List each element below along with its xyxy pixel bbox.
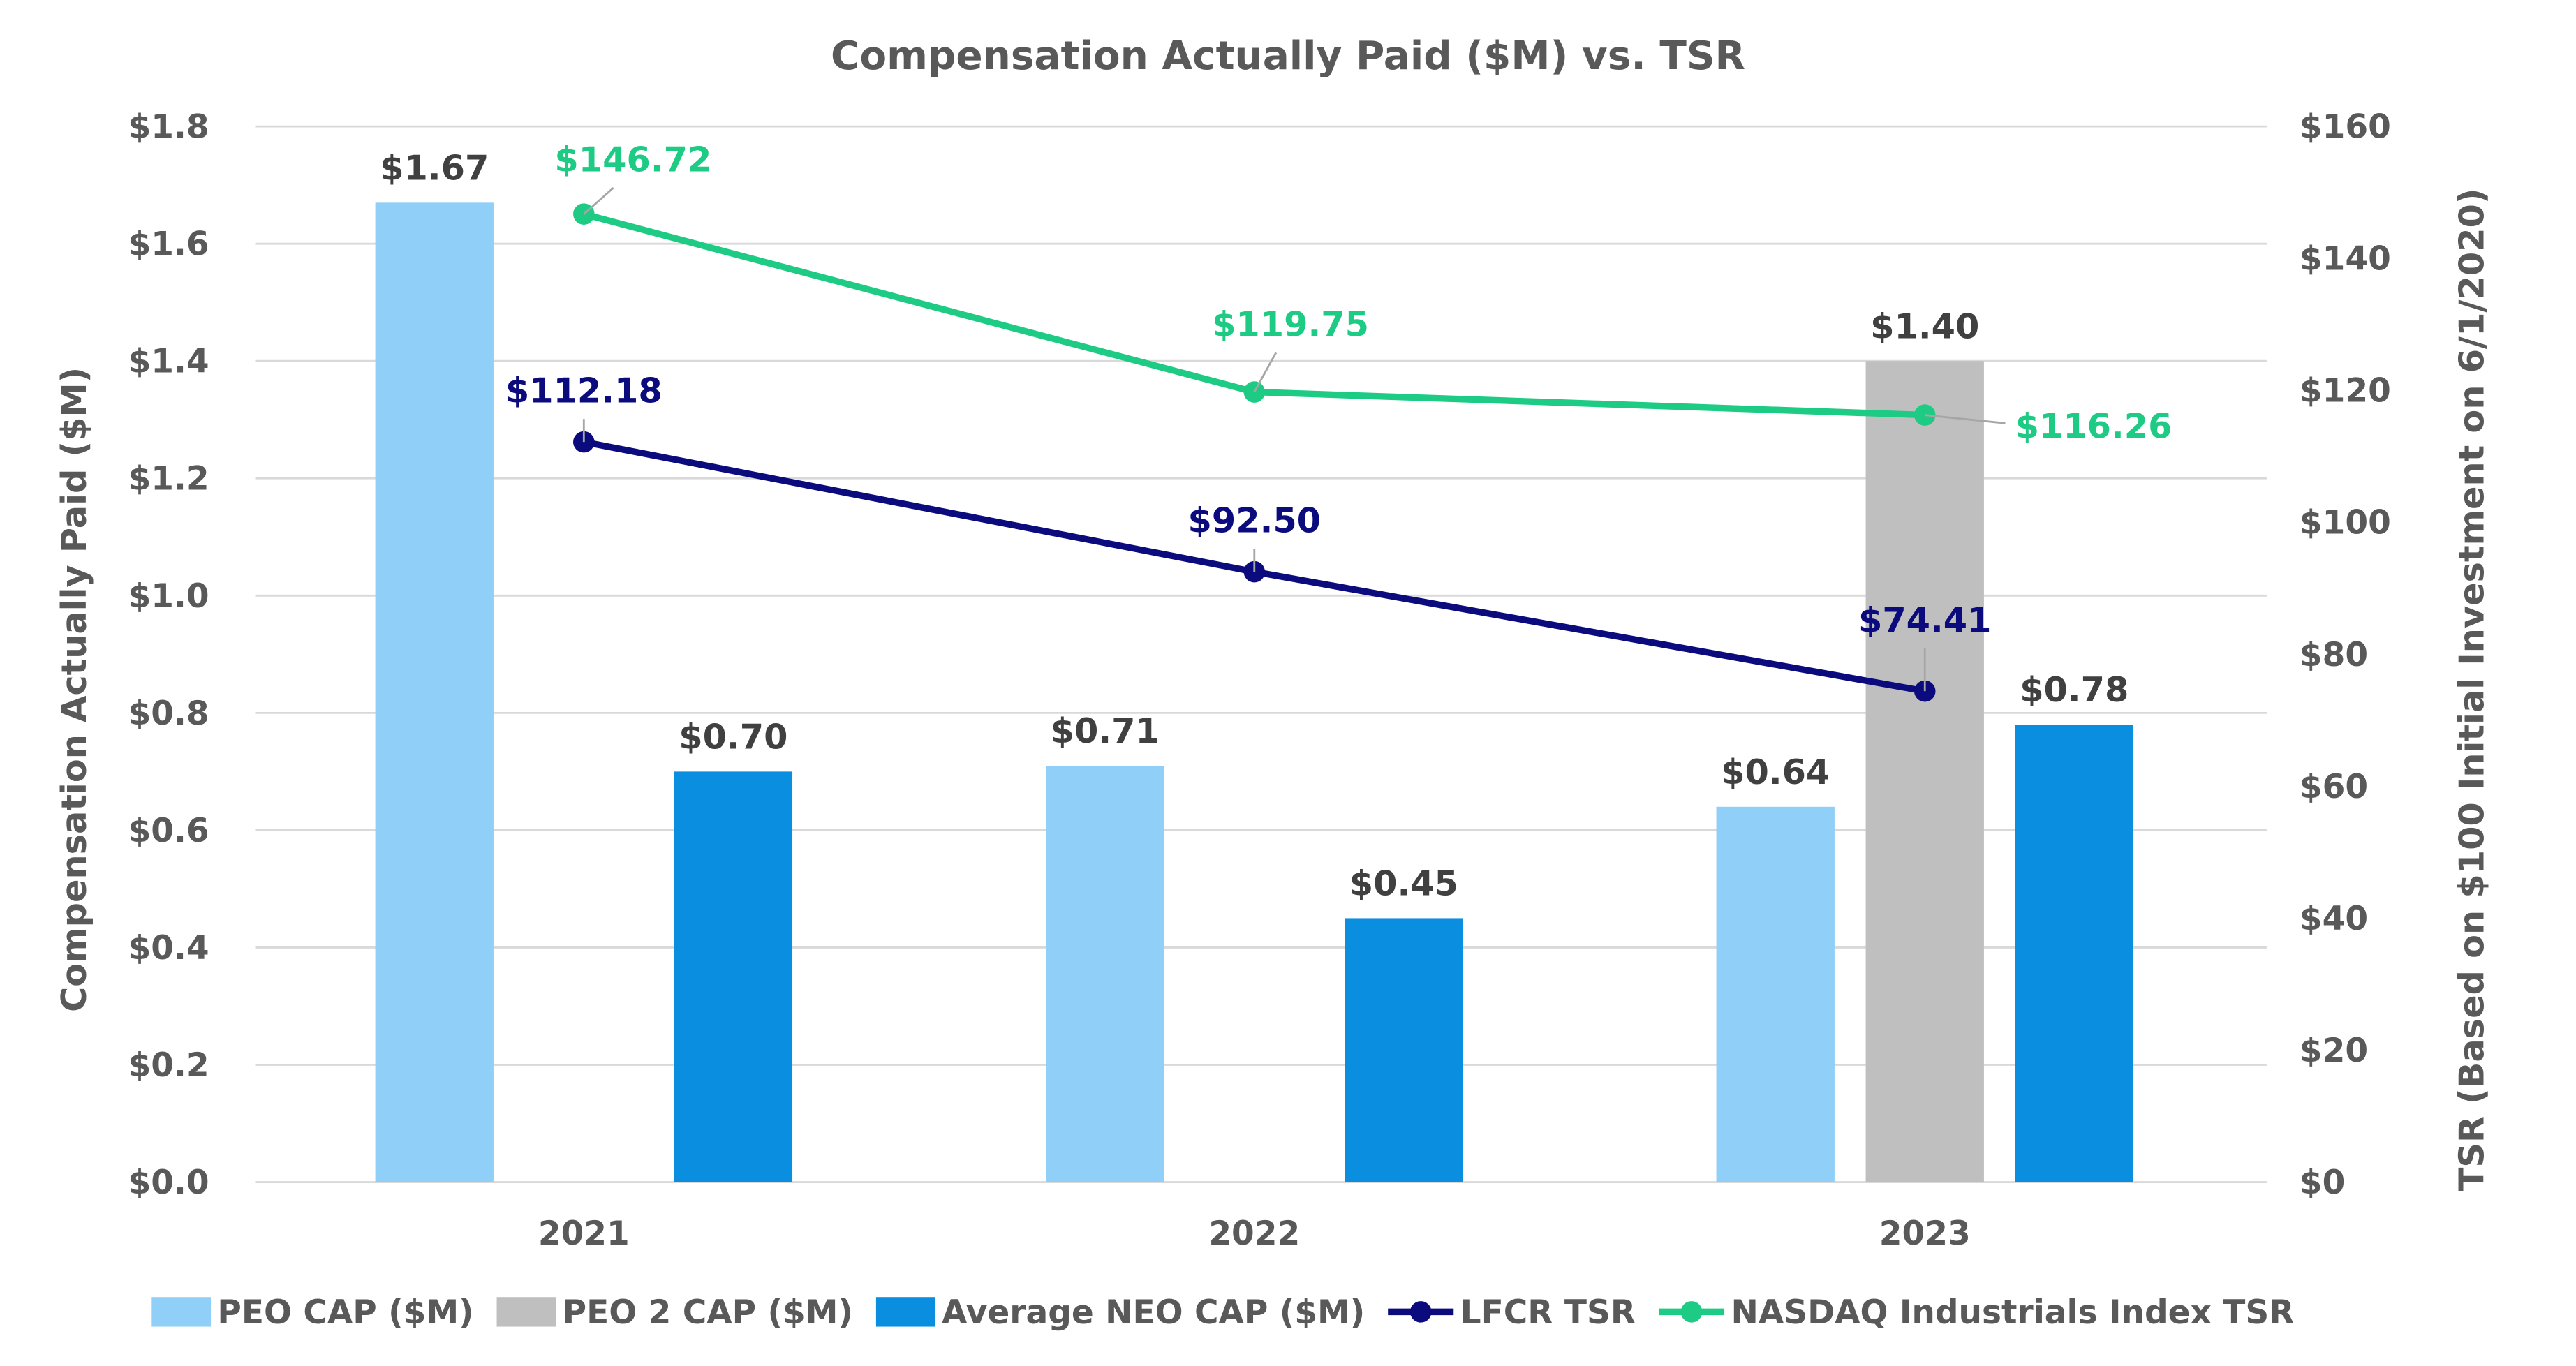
gridlines — [255, 125, 2267, 1183]
leader-line — [1253, 352, 1278, 393]
y-tick-label: $0.2 — [128, 1046, 209, 1085]
y2-tick-label: $60 — [2300, 768, 2368, 806]
y-tick-label: $0.8 — [128, 695, 209, 733]
bar-average-neo-cap-m- — [2015, 725, 2133, 1182]
legend-marker — [1409, 1301, 1432, 1323]
y2-axis-label: TSR (Based on $100 Initial Investment on… — [2451, 188, 2492, 1191]
legend-marker — [1680, 1301, 1703, 1323]
y2-tick-label: $120 — [2300, 372, 2391, 410]
line-data-label: $92.50 — [1188, 500, 1322, 541]
lines: $112.18 $92.50 $74.41 $146.72 $119.75 $116.26 — [505, 139, 2172, 702]
bars: $1.67 $0.71 $0.64 $1.40 $0.70 $0.45 $0.78 — [375, 147, 2133, 1182]
y-axis-ticks: $0.0 $0.2 $0.4 $0.6 $0.8 $1.0 $1.2 $1.4 $1.6 $1.8 — [128, 108, 209, 1202]
x-tick-label: 2023 — [1879, 1215, 1971, 1253]
line-data-label: $119.75 — [1212, 304, 1369, 345]
legend: PEO CAP ($M) PEO 2 CAP ($M) Average NEO CA… — [151, 1293, 2294, 1332]
y-axis-label: Compensation Actually Paid ($M) — [54, 367, 94, 1012]
bar-average-neo-cap-m- — [1345, 918, 1463, 1182]
bar-data-label: $0.78 — [2020, 669, 2129, 710]
bar-data-label: $0.64 — [1721, 752, 1830, 792]
bar-data-label: $1.40 — [1870, 306, 1979, 346]
bar-average-neo-cap-m- — [674, 771, 793, 1182]
bar-peo-cap-m- — [1716, 806, 1835, 1182]
x-tick-label: 2022 — [1208, 1215, 1300, 1253]
bar-peo-2-cap-m- — [1865, 361, 1984, 1182]
leader-line — [1925, 414, 2006, 424]
line-marker — [1914, 404, 1936, 426]
y-tick-label: $0.4 — [128, 929, 209, 967]
y-tick-label: $1.8 — [128, 108, 209, 147]
y2-tick-label: $40 — [2300, 900, 2368, 938]
x-axis-ticks: 2021 2022 2023 — [538, 1215, 1971, 1253]
legend-swatch — [875, 1297, 935, 1327]
bar-data-label: $0.70 — [679, 716, 787, 757]
y-tick-label: $1.6 — [128, 225, 209, 264]
x-tick-label: 2021 — [538, 1215, 630, 1253]
legend-swatch — [151, 1297, 211, 1327]
y-tick-label: $1.4 — [128, 343, 209, 381]
y-tick-label: $1.2 — [128, 460, 209, 498]
y2-tick-label: $100 — [2300, 504, 2391, 542]
chart-title: Compensation Actually Paid ($M) vs. TSR — [831, 34, 1745, 79]
legend-label: NASDAQ Industrials Index TSR — [1731, 1293, 2294, 1332]
y2-axis-ticks: $0 $20 $40 $60 $80 $100 $120 $140 $160 — [2300, 108, 2391, 1202]
y2-tick-label: $140 — [2300, 240, 2391, 279]
legend-label: PEO 2 CAP ($M) — [563, 1293, 853, 1332]
bar-peo-cap-m- — [375, 202, 494, 1182]
y2-tick-label: $160 — [2300, 108, 2391, 147]
legend-swatch — [496, 1297, 556, 1327]
legend-label: LFCR TSR — [1460, 1293, 1636, 1332]
line-data-label: $116.26 — [2015, 406, 2172, 447]
bar-data-label: $1.67 — [380, 147, 489, 188]
line-data-label: $74.41 — [1858, 600, 1992, 641]
legend-label: PEO CAP ($M) — [217, 1293, 473, 1332]
y-tick-label: $1.0 — [128, 577, 209, 616]
bar-peo-cap-m- — [1046, 765, 1164, 1182]
y-tick-label: $0.6 — [128, 812, 209, 850]
legend-label: Average NEO CAP ($M) — [942, 1293, 1365, 1332]
bar-data-label: $0.71 — [1051, 711, 1160, 751]
y2-tick-label: $0 — [2300, 1164, 2345, 1202]
line-data-label: $146.72 — [554, 139, 711, 179]
y-tick-label: $0.0 — [128, 1164, 209, 1202]
line-data-label: $112.18 — [505, 371, 662, 411]
y2-tick-label: $80 — [2300, 636, 2368, 674]
bar-data-label: $0.45 — [1349, 863, 1458, 904]
y2-tick-label: $20 — [2300, 1032, 2368, 1070]
leader-line — [583, 186, 614, 215]
